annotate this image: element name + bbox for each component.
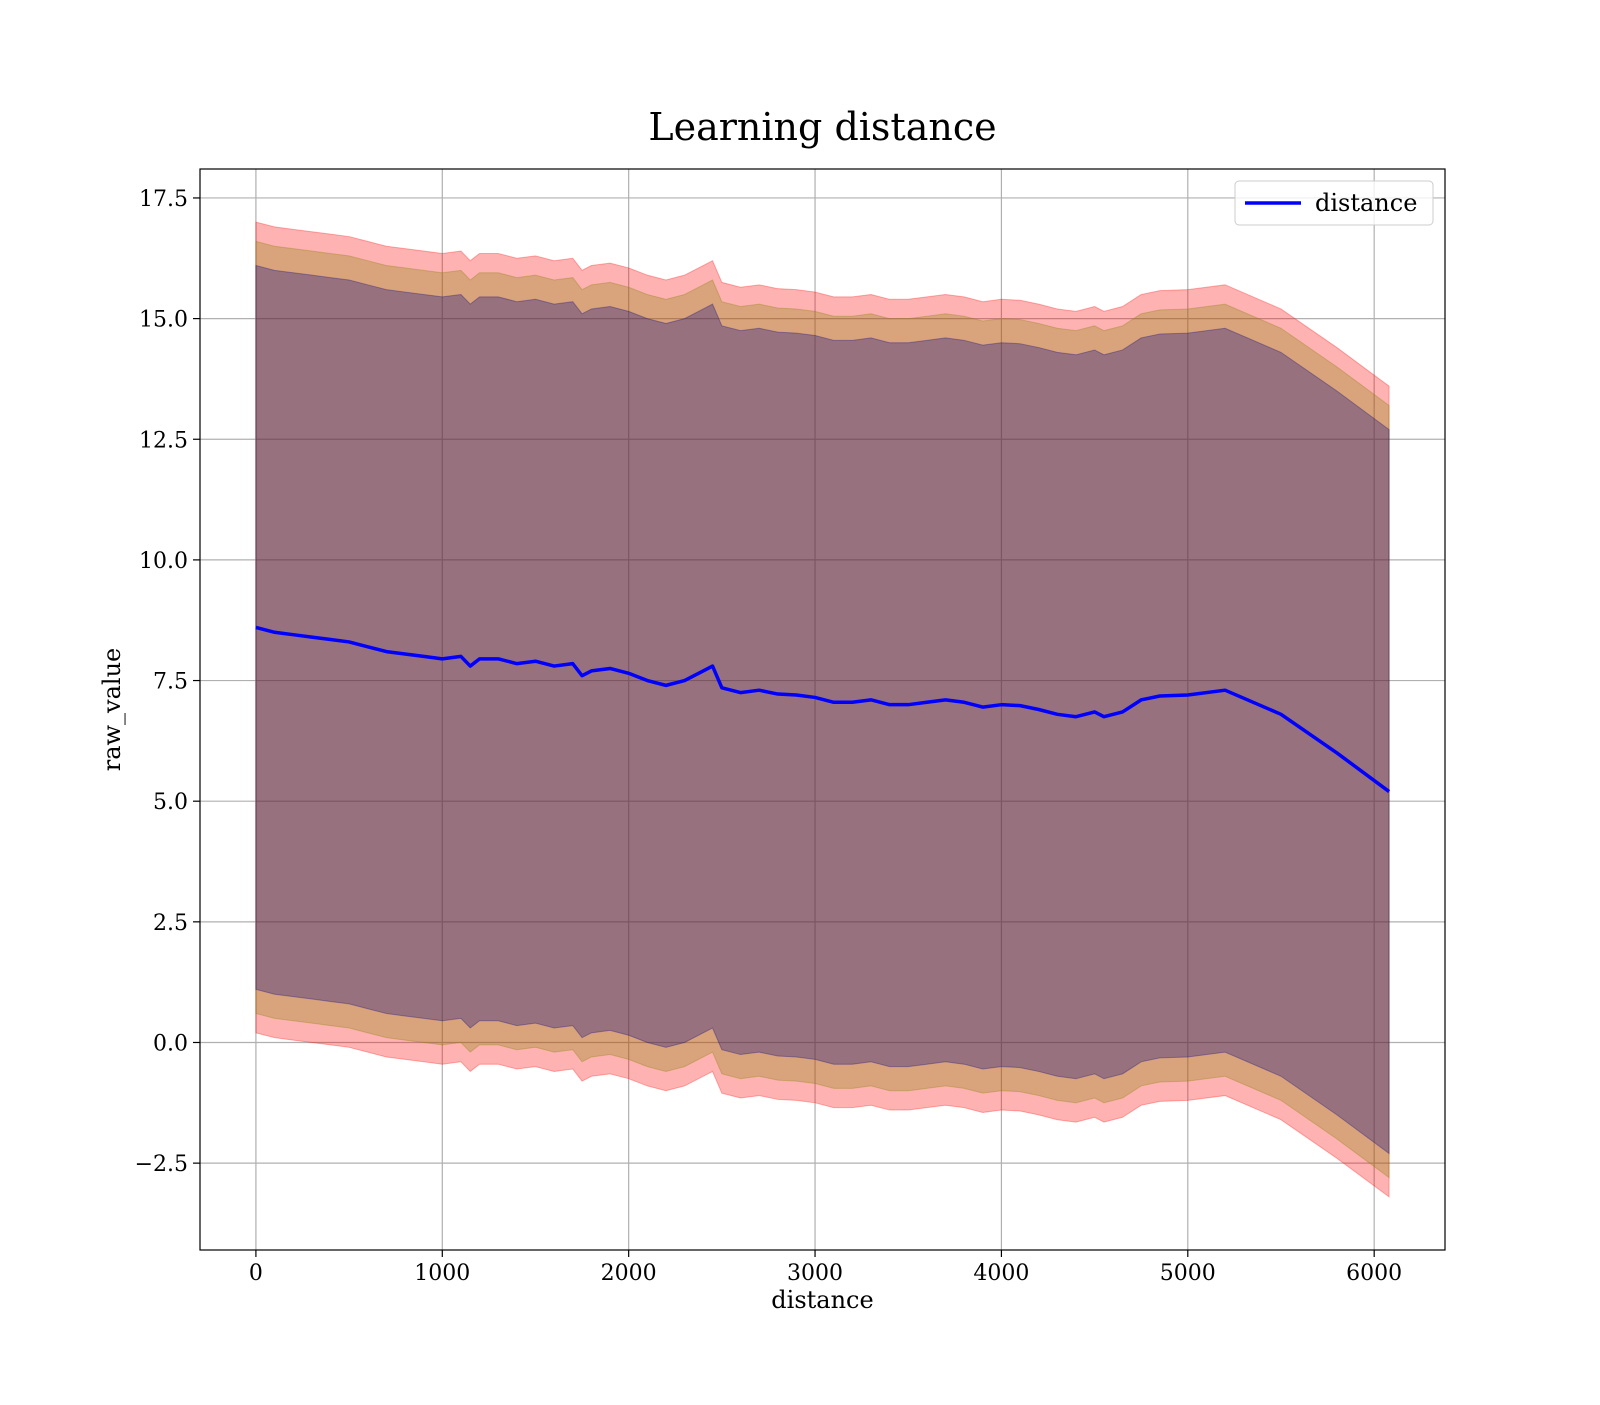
y-tick-label: 5.0	[153, 790, 188, 815]
legend: distance	[1234, 180, 1434, 226]
y-tick-label: 0.0	[153, 1031, 188, 1056]
tick-layer: 0 1000 2000 3000 4000 5000 6000 −2.5 0.0 2.5 5.0 7.…	[135, 187, 1403, 1286]
legend-box	[1234, 180, 1434, 226]
y-tick-label: 15.0	[139, 308, 188, 333]
plot-frame	[199, 168, 1446, 1251]
x-tick-label: 3000	[787, 1261, 843, 1286]
line-layer	[255, 625, 1391, 793]
band-middle	[255, 240, 1390, 1179]
y-tick-label: 12.5	[139, 428, 188, 453]
band-outer	[255, 221, 1390, 1198]
y-tick-label: 17.5	[139, 187, 188, 212]
y-axis-label: raw_value	[98, 648, 126, 772]
x-tick-label: 0	[249, 1261, 263, 1286]
x-tick-label: 1000	[414, 1261, 470, 1286]
band-layer	[255, 221, 1390, 1198]
y-tick-label: 2.5	[153, 911, 188, 936]
y-tick-label: 10.0	[139, 549, 188, 574]
x-tick-label: 5000	[1160, 1261, 1216, 1286]
legend-label: distance	[1315, 189, 1417, 217]
band-inner	[255, 264, 1390, 1155]
grid-layer	[200, 169, 1445, 1250]
y-tick-label: −2.5	[135, 1152, 188, 1177]
series-line-distance	[255, 625, 1391, 793]
x-tick-label: 2000	[601, 1261, 657, 1286]
x-axis-label: distance	[771, 1286, 873, 1314]
y-tick-label: 7.5	[153, 670, 188, 695]
x-tick-label: 4000	[973, 1261, 1029, 1286]
x-tick-label: 6000	[1346, 1261, 1402, 1286]
chart-title: Learning distance	[648, 105, 996, 149]
